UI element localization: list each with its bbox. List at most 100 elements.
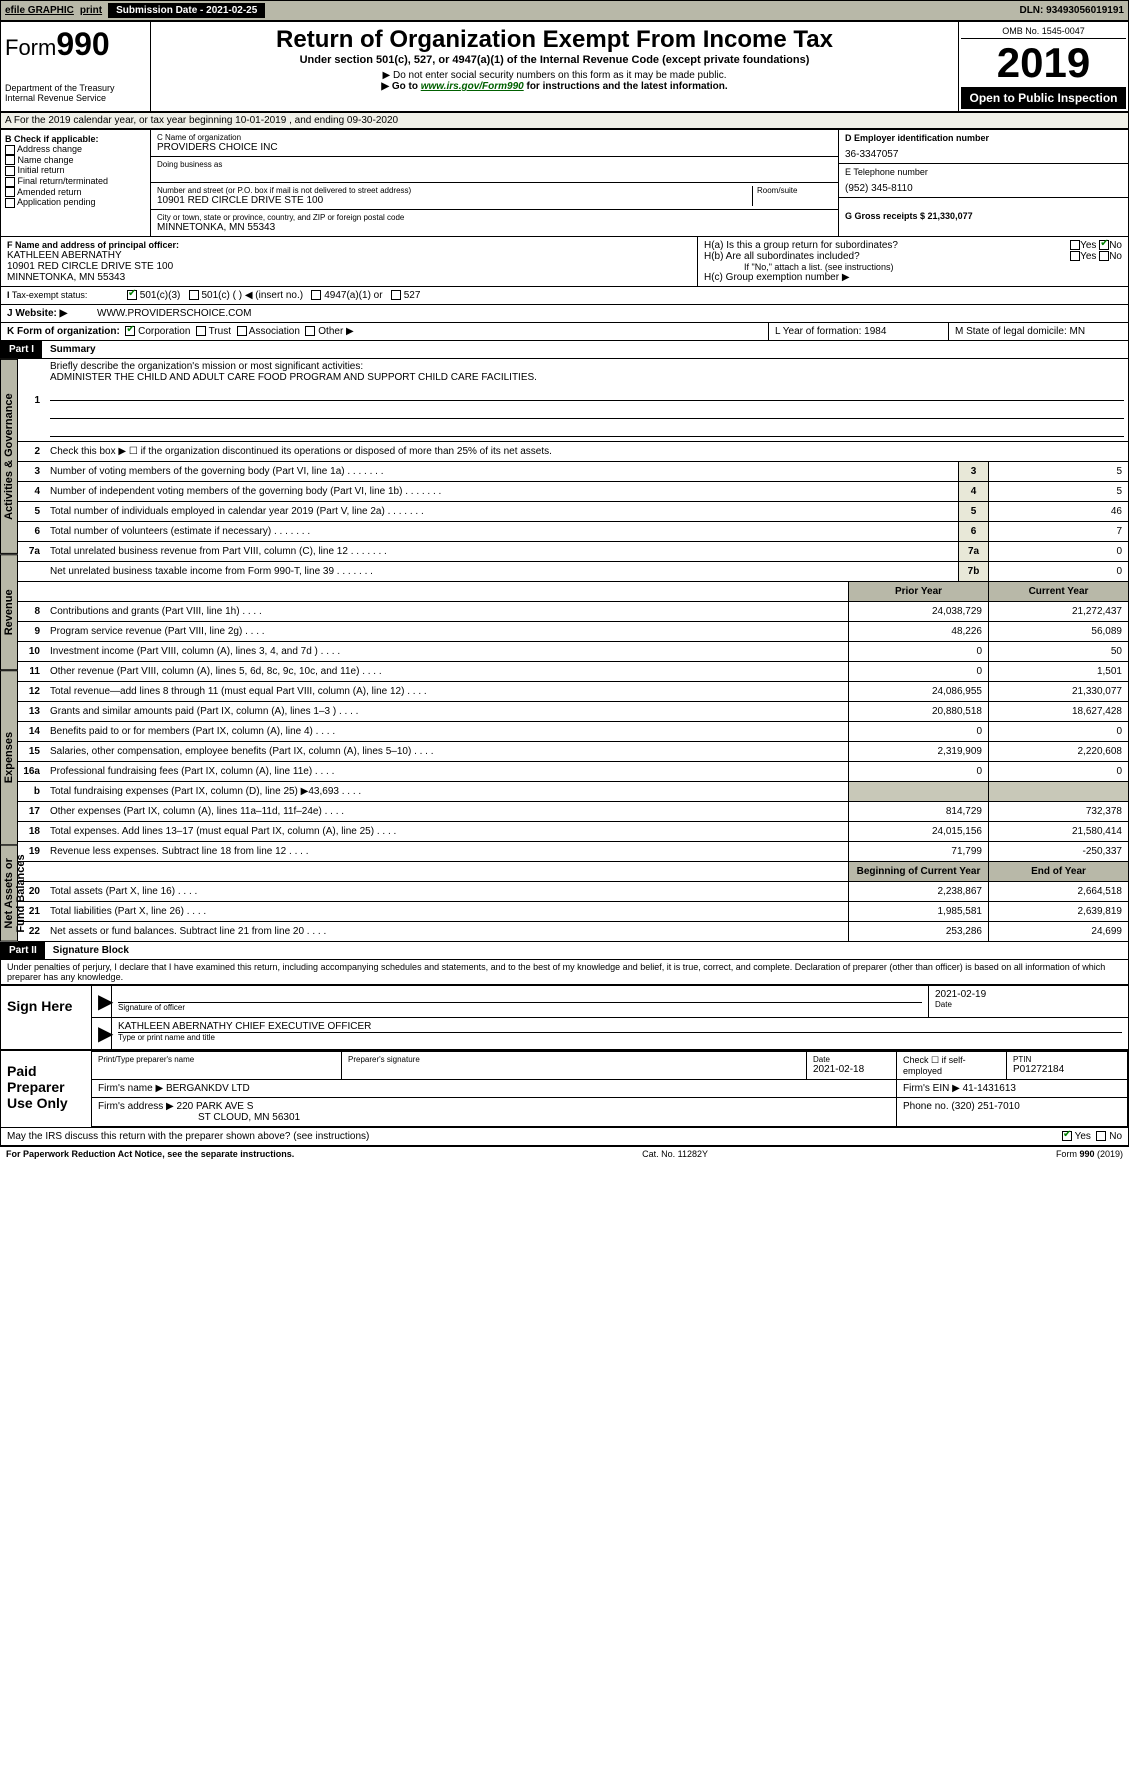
ein-value: 36-3347057 <box>845 149 1122 160</box>
officer-addr2: MINNETONKA, MN 55343 <box>7 272 691 283</box>
527-checkbox[interactable] <box>391 290 401 300</box>
ptin-label: PTIN <box>1013 1055 1121 1064</box>
topbar: efile GRAPHIC print Submission Date - 20… <box>0 0 1129 21</box>
state-domicile: M State of legal domicile: MN <box>948 323 1128 340</box>
summary-row: 10Investment income (Part VIII, column (… <box>18 642 1129 662</box>
open-public-badge: Open to Public Inspection <box>961 87 1126 109</box>
sign-here-label: Sign Here <box>1 986 91 1049</box>
summary-row: bTotal fundraising expenses (Part IX, co… <box>18 782 1129 802</box>
submission-date: Submission Date - 2021-02-25 <box>108 3 265 18</box>
preparer-name-label: Print/Type preparer's name <box>98 1055 335 1064</box>
summary-row: 3Number of voting members of the governi… <box>18 462 1129 482</box>
hb-yes-checkbox[interactable] <box>1070 251 1080 261</box>
addr-label: Number and street (or P.O. box if mail i… <box>157 186 752 195</box>
colb-checkbox[interactable] <box>5 166 15 176</box>
part2-title: Signature Block <box>45 942 137 959</box>
phone-label: E Telephone number <box>845 167 1122 177</box>
summary-row: 12Total revenue—add lines 8 through 11 (… <box>18 682 1129 702</box>
preparer-sig-label: Preparer's signature <box>348 1055 800 1064</box>
info-grid: B Check if applicable: Address change Na… <box>0 129 1129 237</box>
discuss-no-checkbox[interactable] <box>1096 1131 1106 1141</box>
officer-printed-name: KATHLEEN ABERNATHY CHIEF EXECUTIVE OFFIC… <box>118 1021 1122 1033</box>
trust-checkbox[interactable] <box>196 326 206 336</box>
begin-year-header: Beginning of Current Year <box>848 862 988 881</box>
room-label: Room/suite <box>757 186 832 195</box>
part1-badge: Part I <box>1 341 42 358</box>
summary-row: 4Number of independent voting members of… <box>18 482 1129 502</box>
efile-link[interactable]: efile GRAPHIC <box>5 5 74 16</box>
col-d-ein: D Employer identification number 36-3347… <box>838 130 1128 236</box>
year-formation: L Year of formation: 1984 <box>768 323 948 340</box>
gross-receipts: G Gross receipts $ 21,330,077 <box>845 211 1122 221</box>
firm-phone-label: Phone no. <box>903 1101 949 1112</box>
tax-year: 2019 <box>961 39 1126 87</box>
form-number: 990 <box>56 26 109 62</box>
colb-checkbox[interactable] <box>5 187 15 197</box>
summary-row: 18Total expenses. Add lines 13–17 (must … <box>18 822 1129 842</box>
tax-status-row: I Tax-exempt status: 501(c)(3) 501(c) ( … <box>0 287 1129 305</box>
goto-suffix: for instructions and the latest informat… <box>524 81 728 92</box>
ha-no-checkbox[interactable] <box>1099 240 1109 250</box>
section-a-taxyear: A For the 2019 calendar year, or tax yea… <box>0 112 1129 129</box>
discuss-question: May the IRS discuss this return with the… <box>7 1131 369 1142</box>
footer-left: For Paperwork Reduction Act Notice, see … <box>6 1149 294 1159</box>
dba-label: Doing business as <box>157 160 832 169</box>
corp-checkbox[interactable] <box>125 326 135 336</box>
omb-number: OMB No. 1545-0047 <box>961 24 1126 39</box>
q1-answer: ADMINISTER THE CHILD AND ADULT CARE FOOD… <box>50 372 537 383</box>
colb-checkbox[interactable] <box>5 145 15 155</box>
ha-yes-checkbox[interactable] <box>1070 240 1080 250</box>
irs-link[interactable]: www.irs.gov/Form990 <box>421 81 524 92</box>
firm-name: BERGANKDV LTD <box>166 1083 250 1094</box>
footer: For Paperwork Reduction Act Notice, see … <box>0 1146 1129 1161</box>
goto-prefix: ▶ Go to <box>381 81 420 92</box>
part1-header-row: Part I Summary <box>0 341 1129 359</box>
tax-status-label: I Tax-exempt status: <box>1 287 121 304</box>
summary-row: 9Program service revenue (Part VIII, lin… <box>18 622 1129 642</box>
501c3-checkbox[interactable] <box>127 290 137 300</box>
summary-table: Activities & Governance Revenue Expenses… <box>0 359 1129 942</box>
officer-label: F Name and address of principal officer: <box>7 240 691 250</box>
summary-row: 21Total liabilities (Part X, line 26) . … <box>18 902 1129 922</box>
colb-checkbox[interactable] <box>5 198 15 208</box>
col-c-orginfo: C Name of organization PROVIDERS CHOICE … <box>151 130 838 236</box>
summary-row: 16aProfessional fundraising fees (Part I… <box>18 762 1129 782</box>
city-label: City or town, state or province, country… <box>157 213 832 222</box>
org-address: 10901 RED CIRCLE DRIVE STE 100 <box>157 195 752 206</box>
k-label: K Form of organization: <box>7 326 120 337</box>
firm-addr-label: Firm's address ▶ <box>98 1101 174 1112</box>
tab-net: Net Assets or Fund Balances <box>0 845 18 942</box>
assoc-checkbox[interactable] <box>237 326 247 336</box>
firm-phone: (320) 251-7010 <box>951 1101 1019 1112</box>
part2-badge: Part II <box>1 942 45 959</box>
q1-label: Briefly describe the organization's miss… <box>50 361 363 372</box>
tab-governance: Activities & Governance <box>0 359 18 554</box>
sig-date-label: Date <box>935 1000 1122 1009</box>
summary-row: 11Other revenue (Part VIII, column (A), … <box>18 662 1129 682</box>
paid-preparer-section: Paid Preparer Use Only Print/Type prepar… <box>0 1050 1129 1128</box>
part1-title: Summary <box>42 341 104 358</box>
other-checkbox[interactable] <box>305 326 315 336</box>
firm-name-label: Firm's name ▶ <box>98 1083 163 1094</box>
colb-checkbox[interactable] <box>5 177 15 187</box>
footer-mid: Cat. No. 11282Y <box>642 1149 708 1159</box>
firm-ein: 41-1431613 <box>963 1083 1016 1094</box>
ha-label: H(a) Is this a group return for subordin… <box>704 240 898 251</box>
hb-no-checkbox[interactable] <box>1099 251 1109 261</box>
dln: DLN: 93493056019191 <box>1019 5 1124 16</box>
print-link[interactable]: print <box>80 5 102 16</box>
prior-year-header: Prior Year <box>848 582 988 601</box>
discuss-yes-checkbox[interactable] <box>1062 1131 1072 1141</box>
perjury-declaration: Under penalties of perjury, I declare th… <box>0 960 1129 985</box>
form-title: Return of Organization Exempt From Incom… <box>155 26 954 54</box>
501c-checkbox[interactable] <box>189 290 199 300</box>
sign-section: Sign Here ▶ Signature of officer 2021-02… <box>0 985 1129 1050</box>
discuss-row: May the IRS discuss this return with the… <box>0 1128 1129 1146</box>
4947-checkbox[interactable] <box>311 290 321 300</box>
form-prefix: Form <box>5 35 56 60</box>
firm-ein-label: Firm's EIN ▶ <box>903 1083 960 1094</box>
colb-checkbox[interactable] <box>5 155 15 165</box>
hb-note: If "No," attach a list. (see instruction… <box>704 262 1122 272</box>
officer-name: KATHLEEN ABERNATHY <box>7 250 691 261</box>
dept-treasury: Department of the Treasury <box>5 83 146 93</box>
